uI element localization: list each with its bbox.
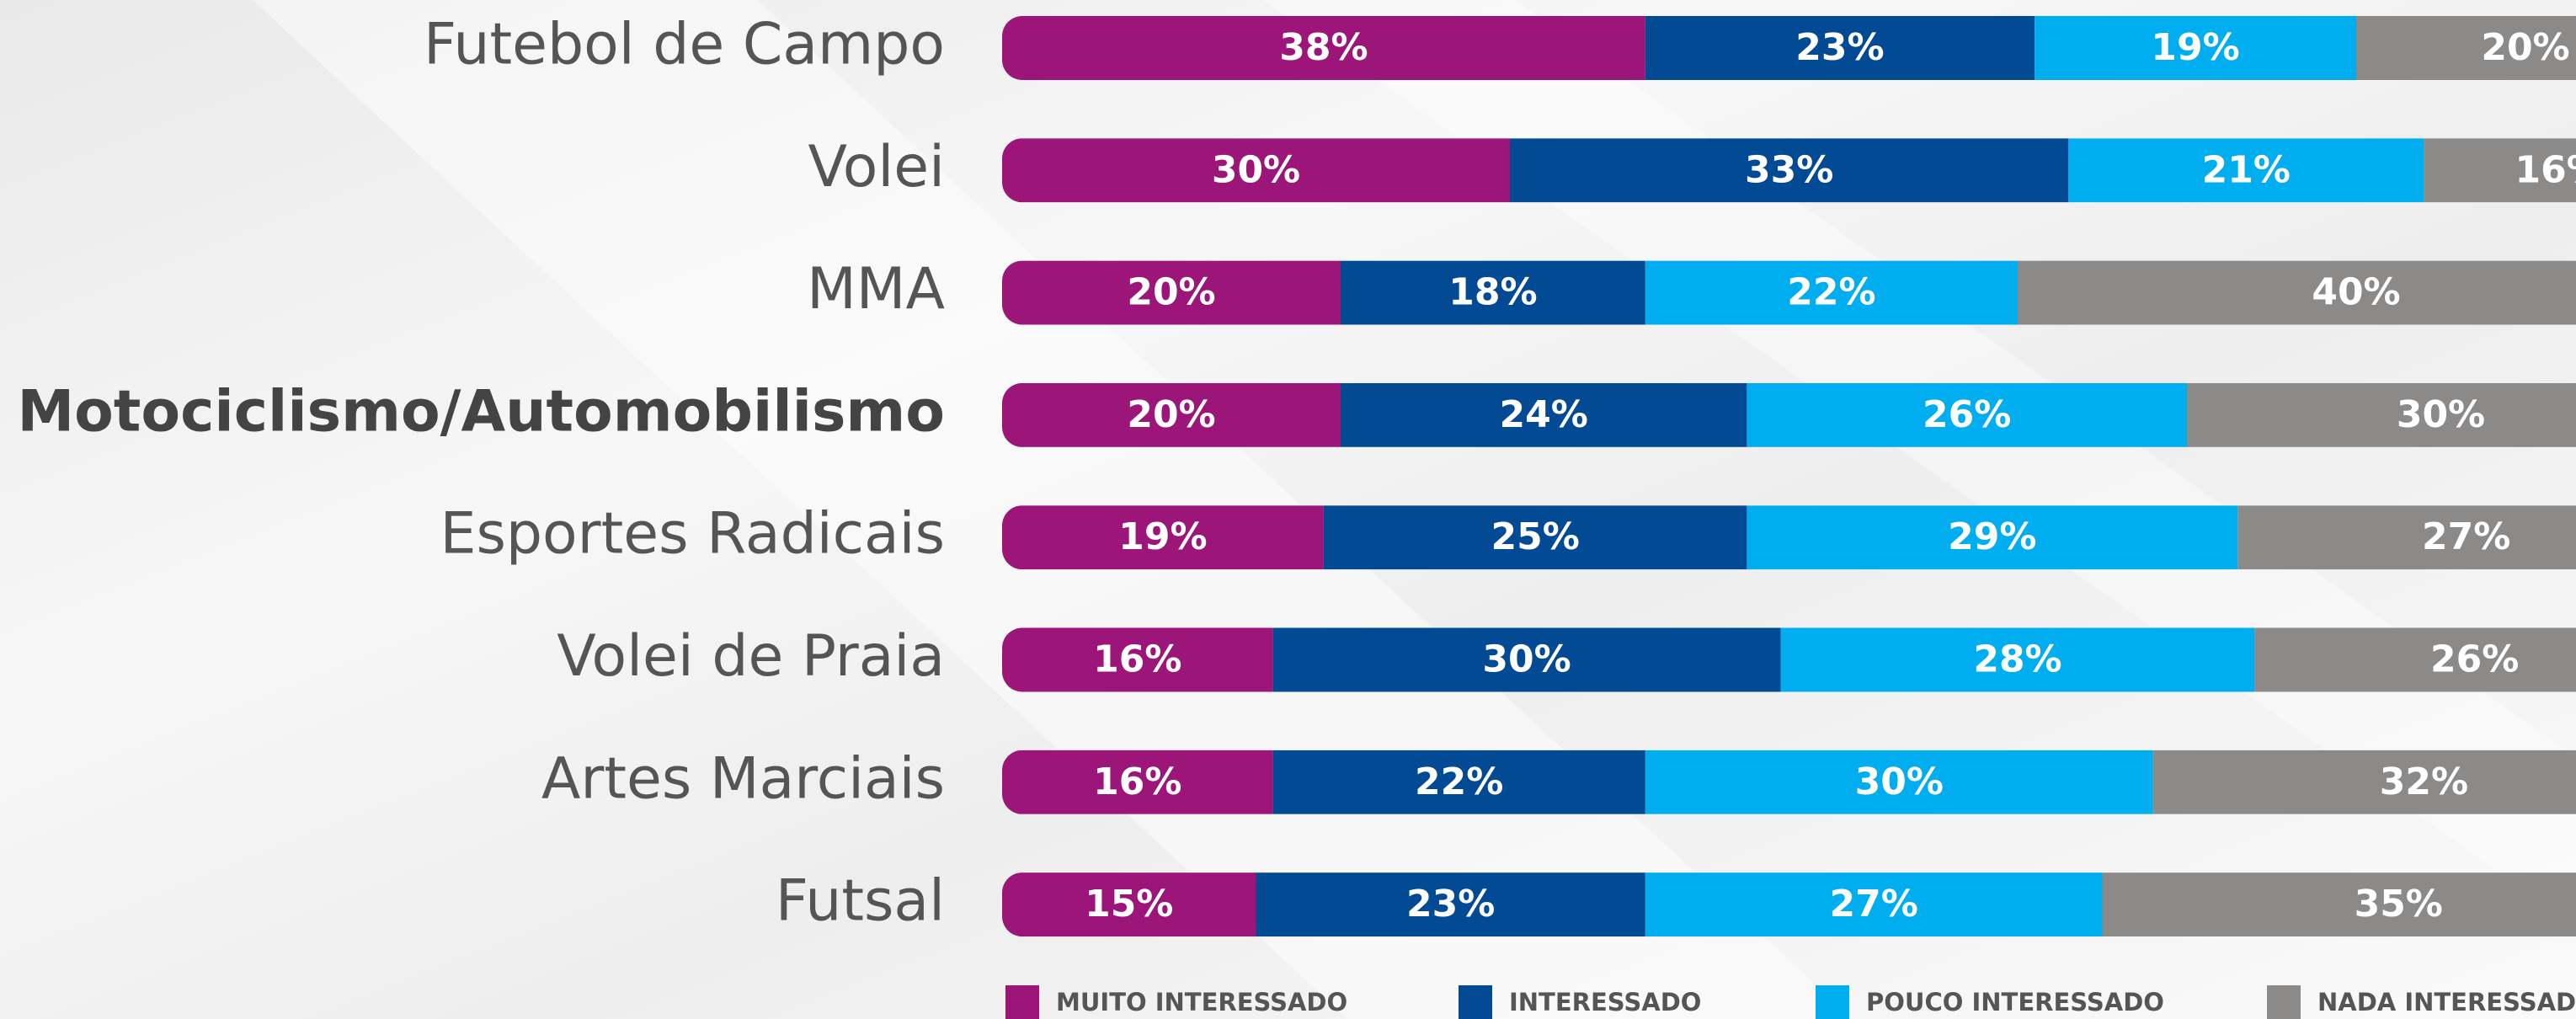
value-label: 27%	[1829, 883, 1917, 926]
value-label: 23%	[1795, 26, 1884, 69]
bar-segment	[1341, 382, 1747, 447]
category-label: Motociclismo/Automobilismo	[17, 378, 945, 445]
legend-label: NADA INTERESSADO	[2317, 988, 2576, 1016]
value-label: 16%	[1093, 638, 1181, 681]
category-label: Futebol de Campo	[424, 12, 945, 78]
bar-row	[1002, 382, 2576, 447]
value-label: 40%	[2312, 271, 2400, 314]
value-label: 30%	[1482, 638, 1571, 681]
bar-segment	[1747, 382, 2187, 447]
bar-segment	[1272, 627, 1781, 692]
legend-label: MUITO INTERESSADO	[1056, 988, 1347, 1016]
category-label: Artes Marciais	[541, 745, 945, 812]
bar-segment	[1645, 750, 2153, 814]
bar-segment	[1747, 505, 2238, 570]
value-label: 24%	[1500, 393, 1588, 436]
bar-segment	[2356, 16, 2576, 80]
bar-segment	[2424, 138, 2576, 203]
bar-row	[1002, 260, 2576, 325]
value-label: 22%	[1787, 271, 1875, 314]
bar-row	[1002, 627, 2576, 692]
bar-segment	[1780, 627, 2255, 692]
bar-segment	[1645, 260, 2018, 325]
category-label: MMA	[807, 256, 945, 323]
value-label: 20%	[1127, 393, 1215, 436]
value-label: 22%	[1415, 760, 1503, 803]
value-label: 19%	[1118, 515, 1207, 558]
legend-swatch	[1005, 985, 1039, 1019]
bar-row	[1002, 750, 2576, 814]
bar-segment	[2254, 627, 2576, 692]
value-label: 16%	[2515, 148, 2576, 191]
bar-segment	[1323, 505, 1747, 570]
bar-row	[1002, 138, 2576, 203]
category-label: Futsal	[776, 868, 945, 935]
bar-row	[1002, 505, 2576, 570]
category-label: Volei de Praia	[557, 623, 945, 690]
bar-segment	[1002, 872, 1256, 937]
value-label: 28%	[1973, 638, 2061, 681]
value-label: 30%	[1855, 760, 1944, 803]
value-label: 26%	[2430, 638, 2519, 681]
bar-segment	[2187, 382, 2576, 447]
value-label: 20%	[2481, 26, 2569, 69]
bar-segment	[1002, 138, 1510, 203]
value-label: 30%	[1212, 148, 1300, 191]
value-label: 19%	[2151, 26, 2239, 69]
bar-segment	[2237, 505, 2576, 570]
value-label: 33%	[1745, 148, 1833, 191]
bar-segment	[2018, 260, 2576, 325]
bar-segment	[1002, 505, 1324, 570]
bar-segment	[2035, 16, 2356, 80]
bar-segment	[1002, 16, 1645, 80]
bar-segment	[1002, 750, 1273, 814]
value-label: 27%	[2422, 515, 2510, 558]
value-label: 20%	[1127, 271, 1215, 314]
category-label: Volei	[808, 134, 945, 200]
legend-swatch	[2267, 985, 2301, 1019]
legend-swatch	[1459, 985, 1492, 1019]
value-label: 38%	[1279, 26, 1368, 69]
background-streak	[1263, 0, 2576, 926]
bar-segment	[1645, 872, 2103, 937]
legend-swatch	[1816, 985, 1849, 1019]
bar-segment	[1002, 627, 1273, 692]
value-label: 32%	[2380, 760, 2468, 803]
bar-segment	[2068, 138, 2424, 203]
bar-segment	[1272, 750, 1645, 814]
value-label: 26%	[1923, 393, 2011, 436]
value-label: 23%	[1406, 883, 1495, 926]
bar-segment	[2152, 750, 2576, 814]
bar-row	[1002, 872, 2576, 937]
bar-segment	[1256, 872, 1645, 937]
legend-label: POUCO INTERESSADO	[1866, 988, 2164, 1016]
bar-segment	[1002, 260, 1341, 325]
value-label: 21%	[2202, 148, 2291, 191]
bar-segment	[2102, 872, 2576, 937]
bar-segment	[1510, 138, 2069, 203]
value-label: 16%	[1093, 760, 1181, 803]
value-label: 15%	[1085, 883, 1173, 926]
value-label: 35%	[2355, 883, 2443, 926]
value-label: 18%	[1448, 271, 1537, 314]
legend-label: INTERESSADO	[1509, 988, 1701, 1016]
value-label: 30%	[2397, 393, 2485, 436]
value-label: 25%	[1491, 515, 1579, 558]
category-label: Esportes Radicais	[440, 501, 945, 568]
bar-segment	[1002, 382, 1341, 447]
bar-segment	[1341, 260, 1645, 325]
value-label: 29%	[1948, 515, 2036, 558]
bar-row	[1002, 16, 2576, 80]
bar-segment	[1645, 16, 2035, 80]
